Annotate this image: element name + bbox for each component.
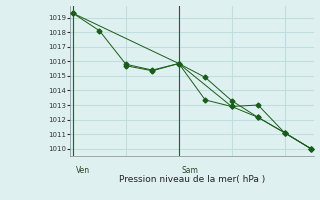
Text: Ven: Ven [76, 166, 90, 175]
X-axis label: Pression niveau de la mer( hPa ): Pression niveau de la mer( hPa ) [119, 175, 265, 184]
Text: Sam: Sam [181, 166, 198, 175]
